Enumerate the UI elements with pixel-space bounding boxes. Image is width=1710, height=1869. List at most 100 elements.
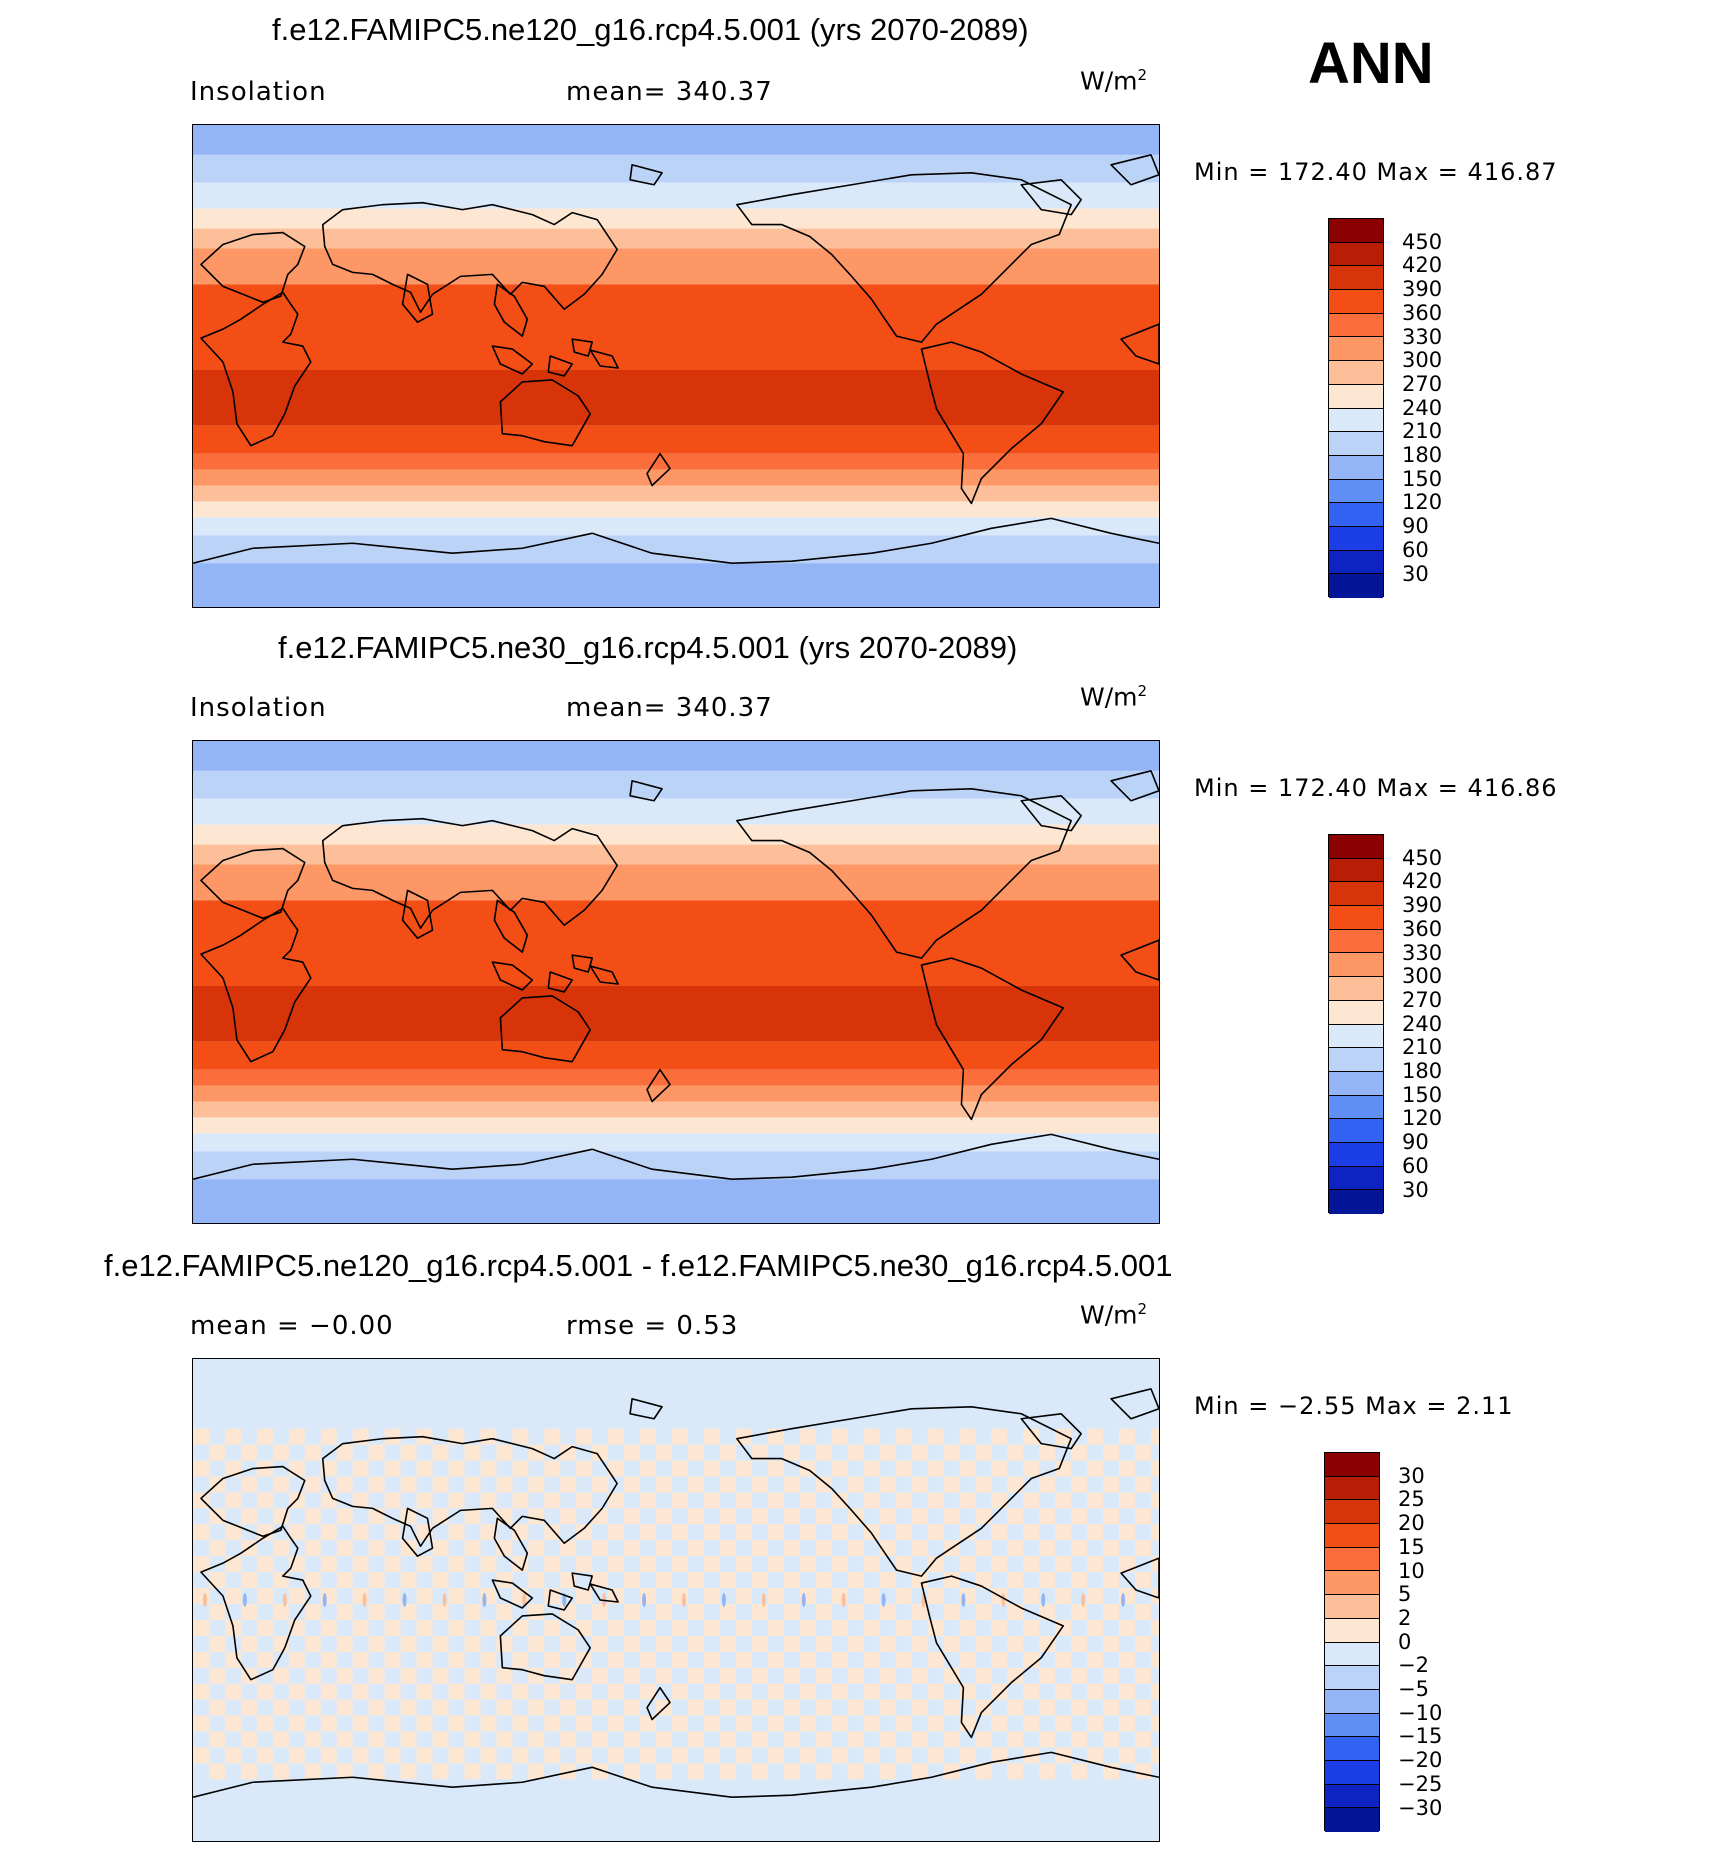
contour-cell bbox=[831, 1619, 848, 1636]
contour-blip bbox=[1081, 1593, 1086, 1607]
contour-cell bbox=[735, 1619, 752, 1636]
contour-cell bbox=[384, 1460, 401, 1477]
contour-cell bbox=[1135, 1763, 1152, 1780]
colorbar-swatch bbox=[1325, 1618, 1379, 1643]
contour-cell bbox=[480, 1715, 497, 1732]
colorbar-tick-label: 270 bbox=[1402, 371, 1443, 396]
contour-cell bbox=[304, 1572, 321, 1589]
contour-cell bbox=[448, 1524, 465, 1541]
contour-cell bbox=[1007, 1540, 1024, 1557]
contour-cell bbox=[911, 1603, 928, 1620]
contour-cell bbox=[1039, 1508, 1056, 1525]
coastline bbox=[920, 957, 1064, 1121]
colorbar-swatch bbox=[1325, 1666, 1379, 1690]
contour-cell bbox=[959, 1715, 976, 1732]
contour-cell bbox=[847, 1540, 864, 1557]
colorbar-tick-label: 120 bbox=[1402, 1106, 1443, 1131]
coastline bbox=[200, 291, 312, 447]
contour-cell bbox=[1071, 1540, 1088, 1557]
contour-cell bbox=[480, 1460, 497, 1477]
contour-band bbox=[193, 770, 1159, 799]
contour-cell bbox=[432, 1731, 449, 1748]
contour-cell bbox=[959, 1460, 976, 1477]
contour-cell bbox=[735, 1683, 752, 1700]
contour-cell bbox=[975, 1635, 992, 1652]
contour-cell bbox=[496, 1667, 513, 1684]
contour-cell bbox=[1007, 1731, 1024, 1748]
contour-cell bbox=[895, 1619, 912, 1636]
contour-cell bbox=[815, 1699, 832, 1716]
contour-cell bbox=[193, 1428, 209, 1445]
colorbar-tick-label: 390 bbox=[1402, 277, 1443, 302]
coastline bbox=[321, 201, 618, 314]
contour-cell bbox=[1039, 1444, 1056, 1461]
contour-cell bbox=[656, 1540, 673, 1557]
contour-cell bbox=[640, 1556, 657, 1573]
panel2-title: f.e12.FAMIPC5.ne30_g16.rcp4.5.001 (yrs 2… bbox=[278, 630, 1018, 665]
contour-cell bbox=[400, 1444, 417, 1461]
colorbar-tick-label: 270 bbox=[1402, 987, 1443, 1012]
panel1-min-max: Min = 172.40 Max = 416.87 bbox=[1194, 158, 1558, 186]
contour-cell bbox=[863, 1715, 880, 1732]
contour-cell bbox=[608, 1428, 625, 1445]
contour-cell bbox=[751, 1476, 768, 1493]
contour-cell bbox=[1087, 1715, 1104, 1732]
coastline bbox=[493, 1517, 529, 1571]
contour-cell bbox=[560, 1540, 577, 1557]
colorbar-tick-label: −25 bbox=[1398, 1771, 1443, 1796]
contour-band bbox=[193, 741, 1159, 771]
contour-cell bbox=[783, 1731, 800, 1748]
contour-cell bbox=[288, 1524, 305, 1541]
contour-cell bbox=[576, 1715, 593, 1732]
contour-band bbox=[193, 453, 1159, 470]
contour-cell bbox=[831, 1492, 848, 1509]
contour-cell bbox=[240, 1699, 257, 1716]
contour-band bbox=[193, 824, 1159, 845]
contour-cell bbox=[528, 1476, 545, 1493]
contour-cell bbox=[895, 1588, 912, 1604]
contour-cell bbox=[608, 1683, 625, 1700]
contour-cell bbox=[368, 1444, 385, 1461]
contour-cell bbox=[224, 1524, 241, 1541]
contour-blip bbox=[761, 1593, 766, 1607]
colorbar-tick-label: 450 bbox=[1402, 229, 1443, 254]
contour-cell bbox=[608, 1619, 625, 1636]
contour-cell bbox=[879, 1476, 896, 1493]
contour-blip bbox=[881, 1593, 886, 1607]
contour-cell bbox=[193, 1556, 209, 1573]
colorbar-tick-label: −5 bbox=[1398, 1677, 1429, 1701]
coastline bbox=[629, 164, 663, 186]
contour-cell bbox=[1103, 1540, 1120, 1557]
contour-cell bbox=[1039, 1476, 1056, 1493]
contour-cell bbox=[847, 1699, 864, 1716]
contour-cell bbox=[656, 1603, 673, 1620]
contour-cell bbox=[703, 1683, 720, 1700]
colorbar-swatch bbox=[1329, 953, 1383, 978]
contour-cell bbox=[464, 1667, 481, 1684]
contour-cell bbox=[464, 1540, 481, 1557]
contour-cell bbox=[831, 1715, 848, 1732]
contour-cell bbox=[735, 1460, 752, 1477]
contour-cell bbox=[1135, 1572, 1152, 1589]
contour-cell bbox=[1039, 1572, 1056, 1589]
contour-cell bbox=[1087, 1460, 1104, 1477]
colorbar-swatch bbox=[1325, 1737, 1379, 1761]
contour-cell bbox=[640, 1683, 657, 1700]
contour-cell bbox=[272, 1540, 289, 1557]
contour-cell bbox=[576, 1588, 593, 1604]
contour-cell bbox=[560, 1476, 577, 1493]
contour-cell bbox=[895, 1556, 912, 1573]
contour-cell bbox=[751, 1731, 768, 1748]
contour-cell bbox=[672, 1556, 688, 1573]
contour-cell bbox=[975, 1603, 992, 1620]
contour-cell bbox=[416, 1460, 433, 1477]
contour-cell bbox=[783, 1444, 800, 1461]
contour-cell bbox=[1151, 1492, 1159, 1509]
colorbar-tick-label: −30 bbox=[1398, 1795, 1443, 1820]
contour-cell bbox=[304, 1476, 321, 1493]
contour-band bbox=[193, 228, 1159, 249]
contour-cell bbox=[656, 1476, 673, 1493]
contour-cell bbox=[256, 1428, 273, 1445]
contour-cell bbox=[544, 1747, 561, 1764]
contour-blip bbox=[801, 1593, 806, 1607]
